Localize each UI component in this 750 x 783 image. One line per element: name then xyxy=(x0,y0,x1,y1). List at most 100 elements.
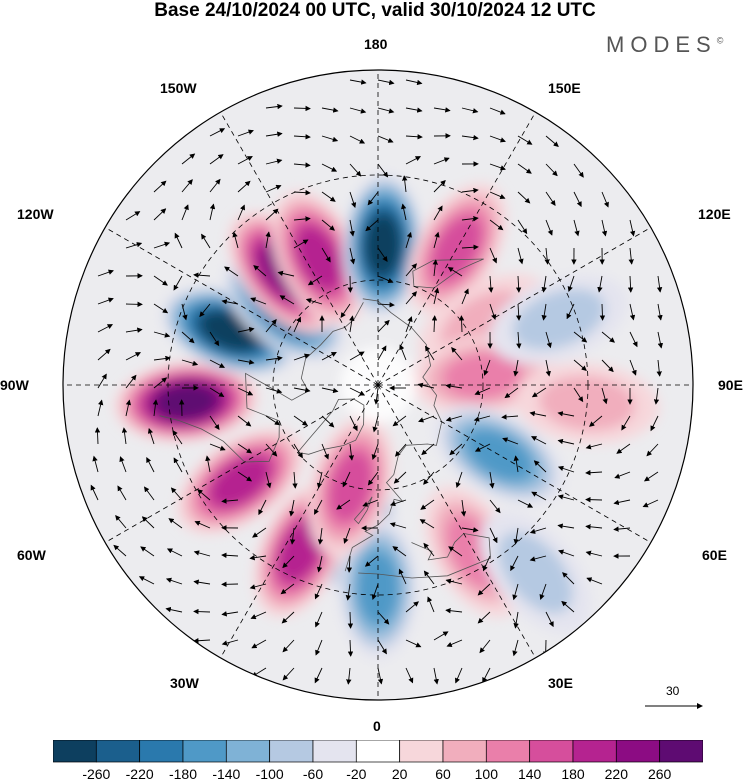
wind-vector xyxy=(205,455,211,473)
lon-label-0: 0 xyxy=(373,718,381,734)
wind-vector xyxy=(431,315,438,333)
graticule xyxy=(63,70,693,700)
wind-vector xyxy=(221,611,239,617)
meridian-line xyxy=(220,384,379,658)
wind-vector xyxy=(321,247,331,263)
wind-vector xyxy=(249,583,267,590)
coastline xyxy=(412,258,484,289)
colorbar-swatch xyxy=(529,740,574,763)
wind-vector xyxy=(280,583,295,595)
wind-vector xyxy=(209,178,221,193)
anomaly-field xyxy=(114,173,660,660)
colorbar-tick-labels: -260 -220 -180 -140 -100 -60 -20 20 60 100 140 180 2… xyxy=(0,766,750,783)
wind-vector xyxy=(362,499,379,507)
wind-vector xyxy=(529,411,547,417)
wind-vector xyxy=(629,303,636,321)
wind-vector xyxy=(321,135,339,142)
wind-vector xyxy=(237,326,255,333)
wind-vector xyxy=(349,415,358,432)
colorbar-swatch xyxy=(312,740,357,763)
wind-vector xyxy=(153,180,167,193)
wind-vector xyxy=(392,546,407,557)
lon-label-60w: 60W xyxy=(17,547,46,563)
wind-vector xyxy=(377,345,387,361)
wind-vector xyxy=(143,486,155,501)
wind-vector xyxy=(141,516,155,529)
wind-vector xyxy=(531,436,547,445)
wind-vector xyxy=(614,471,631,479)
wind-vector xyxy=(147,427,155,445)
wind-vector xyxy=(516,303,522,321)
wind-vector xyxy=(364,555,379,567)
colorbar-tick-label: -100 xyxy=(255,766,284,782)
wind-vector xyxy=(377,135,394,143)
wind-vector xyxy=(517,499,534,508)
colorbar-swatch xyxy=(269,740,314,763)
wind-vector xyxy=(209,359,225,368)
wind-vector xyxy=(433,287,440,305)
colorbar-tick-label: 20 xyxy=(391,766,408,782)
wind-vector xyxy=(201,233,211,249)
wind-vector xyxy=(585,550,603,557)
wind-vector xyxy=(405,316,413,333)
wind-vector xyxy=(405,156,421,165)
wind-vector xyxy=(345,583,352,601)
wind-vector xyxy=(489,163,506,171)
wind-vector xyxy=(531,491,547,501)
wind-vector xyxy=(473,415,491,422)
wind-vector xyxy=(121,427,128,445)
colorbar-swatch xyxy=(659,740,703,763)
wind-vector xyxy=(539,583,547,600)
wind-vector xyxy=(125,352,141,361)
wind-vector xyxy=(513,527,519,545)
wind-vector xyxy=(119,456,127,473)
wind-vectors xyxy=(90,79,664,685)
wind-vector xyxy=(405,639,422,648)
wind-vector xyxy=(168,518,183,529)
wind-vector xyxy=(282,639,295,653)
wind-vector xyxy=(585,443,603,450)
wind-vector xyxy=(125,211,141,221)
colorbar-tick-label: 140 xyxy=(517,766,542,782)
wind-vector xyxy=(97,297,114,305)
wind-vector xyxy=(445,608,463,614)
wind-vector xyxy=(181,204,189,221)
wind-vector xyxy=(657,303,663,321)
wind-vector xyxy=(349,387,366,396)
wind-vector xyxy=(321,387,339,394)
wind-vector xyxy=(97,373,107,389)
wind-vector xyxy=(474,443,491,452)
colorbar-swatch xyxy=(139,740,184,763)
wind-vector xyxy=(250,297,267,305)
wind-vector xyxy=(377,639,387,655)
wind-vector xyxy=(209,415,220,431)
wind-vector xyxy=(477,583,491,596)
wind-vector xyxy=(265,443,278,457)
wind-vector xyxy=(448,546,463,557)
wind-vector xyxy=(153,377,168,389)
wind-vector xyxy=(349,315,355,333)
wind-vector xyxy=(166,548,183,557)
wind-vector xyxy=(656,275,663,293)
wind-vector xyxy=(251,639,267,649)
wind-vector xyxy=(377,275,394,284)
wind-vector xyxy=(567,275,575,292)
wind-vector xyxy=(517,219,528,235)
wind-vector xyxy=(393,471,407,484)
wind-vector xyxy=(172,430,183,445)
colorbar-tick-label: -60 xyxy=(302,766,324,782)
wind-vector xyxy=(265,471,272,489)
wind-vector xyxy=(282,667,295,681)
wind-vector xyxy=(90,484,99,501)
wind-vector xyxy=(433,231,440,249)
wind-vector xyxy=(421,443,435,456)
wind-vector xyxy=(423,542,435,557)
wind-vector xyxy=(405,601,419,613)
anomaly-blob xyxy=(155,383,218,420)
wind-vector xyxy=(316,471,323,489)
wind-vector xyxy=(281,611,295,624)
wind-vector xyxy=(193,550,211,557)
wind-vector xyxy=(265,208,279,221)
wind-vector xyxy=(94,427,101,445)
